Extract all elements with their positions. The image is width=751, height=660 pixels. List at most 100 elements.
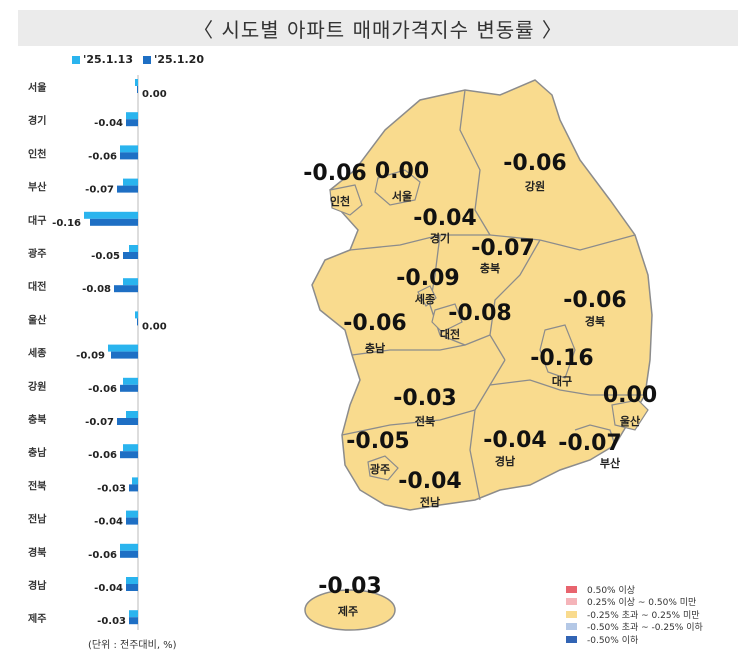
legend-item-series2: '25.1.20 bbox=[143, 53, 204, 66]
map-region-name: 울산 bbox=[620, 414, 640, 428]
map-legend-row: 0.25% 이상 ~ 0.50% 미만 bbox=[566, 596, 703, 609]
legend-label-series2: '25.1.20 bbox=[154, 53, 204, 66]
bar-series1 bbox=[108, 344, 138, 352]
data-label: 0.00 bbox=[142, 89, 167, 100]
map-legend-row: 0.50% 이상 bbox=[566, 583, 703, 596]
map-region-name: 제주 bbox=[338, 604, 358, 618]
bar-series2 bbox=[120, 384, 138, 392]
map-region-name: 전남 bbox=[420, 495, 440, 509]
legend-label-series1: '25.1.13 bbox=[83, 53, 133, 66]
bar-series1 bbox=[126, 510, 138, 518]
bar-series2 bbox=[126, 517, 138, 525]
bar-series1 bbox=[135, 311, 138, 319]
category-label: 전남 bbox=[28, 513, 47, 526]
map-seoul bbox=[374, 169, 421, 206]
category-label: 경남 bbox=[28, 579, 47, 592]
map-daegu bbox=[539, 324, 576, 379]
chart-title: 〈 시도별 아파트 매매가격지수 변동률 〉 bbox=[18, 10, 738, 46]
map-region-name: 강원 bbox=[525, 179, 545, 193]
border-gyeongbuk-gyeongnam bbox=[489, 379, 645, 396]
map-value-label: -0.06 bbox=[563, 288, 626, 313]
data-label: -0.04 bbox=[94, 583, 123, 594]
bar-series1 bbox=[129, 245, 138, 252]
map-region-name: 경남 bbox=[495, 454, 515, 468]
bar-series1 bbox=[126, 112, 138, 120]
map-legend-label: -0.25% 초과 ~ 0.25% 미만 bbox=[587, 610, 700, 621]
border-gyeonggi-gangwon bbox=[459, 89, 491, 236]
map-legend-swatch bbox=[566, 610, 577, 618]
category-label: 대전 bbox=[28, 280, 46, 293]
map-incheon bbox=[329, 184, 363, 216]
map-value-label: -0.06 bbox=[343, 311, 406, 336]
map-legend-label: 0.50% 이상 bbox=[587, 585, 636, 596]
bar-series2 bbox=[120, 451, 138, 459]
bar-series1 bbox=[84, 211, 138, 219]
map-region-name: 충남 bbox=[365, 341, 385, 355]
map-region-name: 서울 bbox=[392, 189, 412, 203]
map-legend: 0.50% 이상 0.25% 이상 ~ 0.50% 미만 -0.25% 초과 ~… bbox=[566, 583, 703, 646]
map-legend-label: 0.25% 이상 ~ 0.50% 미만 bbox=[587, 598, 697, 609]
map-region-name: 전북 bbox=[415, 414, 435, 428]
map-value-label: -0.07 bbox=[471, 236, 534, 261]
map-region-name: 세종 bbox=[415, 292, 435, 306]
bar-series2 bbox=[129, 484, 138, 492]
bar-series1 bbox=[123, 377, 138, 385]
map-gwangju bbox=[367, 455, 399, 481]
bar-series1 bbox=[135, 79, 138, 86]
data-label: -0.06 bbox=[88, 550, 117, 561]
map-value-label: -0.07 bbox=[558, 431, 621, 456]
map-legend-row: -0.25% 초과 ~ 0.25% 미만 bbox=[566, 608, 703, 621]
map-value-label: -0.06 bbox=[303, 161, 366, 186]
map-region-name: 부산 bbox=[600, 456, 620, 470]
map-legend-swatch bbox=[566, 635, 577, 643]
category-label: 경기 bbox=[28, 114, 46, 127]
map-value-label: 0.00 bbox=[603, 383, 657, 408]
category-label: 대구 bbox=[28, 214, 46, 227]
category-label: 울산 bbox=[28, 313, 47, 326]
bar-series2 bbox=[137, 86, 138, 93]
category-label: 전북 bbox=[28, 479, 46, 492]
bar-series2 bbox=[126, 584, 138, 591]
bar-series1 bbox=[132, 477, 138, 485]
data-label: -0.07 bbox=[85, 185, 114, 196]
border-chungnam-jeonbuk bbox=[351, 344, 466, 356]
map-region-name: 광주 bbox=[370, 463, 390, 476]
map-region-name: 경북 bbox=[585, 314, 605, 328]
data-label: -0.06 bbox=[88, 450, 117, 461]
map-region-name: 인천 bbox=[330, 194, 350, 208]
map-region-name: 충북 bbox=[480, 261, 500, 275]
border-busan bbox=[574, 424, 616, 446]
map-value-label: -0.09 bbox=[396, 266, 459, 291]
bar-series2 bbox=[137, 318, 138, 326]
data-label: -0.05 bbox=[91, 251, 120, 262]
map-sejong bbox=[417, 285, 437, 307]
map-region-name: 경기 bbox=[430, 231, 450, 245]
map-value-label: 0.00 bbox=[375, 159, 429, 184]
category-label: 충남 bbox=[28, 446, 47, 459]
category-label: 광주 bbox=[28, 248, 46, 260]
data-label: -0.08 bbox=[82, 284, 111, 295]
category-label: 제주 bbox=[28, 612, 46, 625]
map-region-name: 대전 bbox=[440, 327, 460, 341]
bar-series1 bbox=[123, 278, 138, 286]
data-label: -0.07 bbox=[85, 417, 114, 428]
map-value-label: -0.04 bbox=[413, 206, 476, 231]
unit-note: (단위 : 전주대비, %) bbox=[88, 640, 177, 651]
category-label: 충북 bbox=[28, 413, 46, 426]
bar-series2 bbox=[120, 550, 138, 558]
category-label: 경북 bbox=[28, 546, 46, 559]
map-legend-swatch bbox=[566, 623, 577, 631]
map-value-label: -0.03 bbox=[318, 574, 381, 599]
border-jeonbuk-jeonnam bbox=[341, 409, 476, 436]
map-region-name: 대구 bbox=[552, 374, 572, 388]
map-regions bbox=[304, 79, 653, 631]
data-label: -0.04 bbox=[94, 118, 123, 129]
map-value-label: -0.05 bbox=[346, 429, 409, 454]
data-label: -0.06 bbox=[88, 151, 117, 162]
map-legend-label: -0.50% 이하 bbox=[587, 635, 639, 646]
category-label: 부산 bbox=[28, 181, 47, 194]
map-value-label: -0.06 bbox=[503, 151, 566, 176]
bar-series1 bbox=[126, 411, 138, 418]
